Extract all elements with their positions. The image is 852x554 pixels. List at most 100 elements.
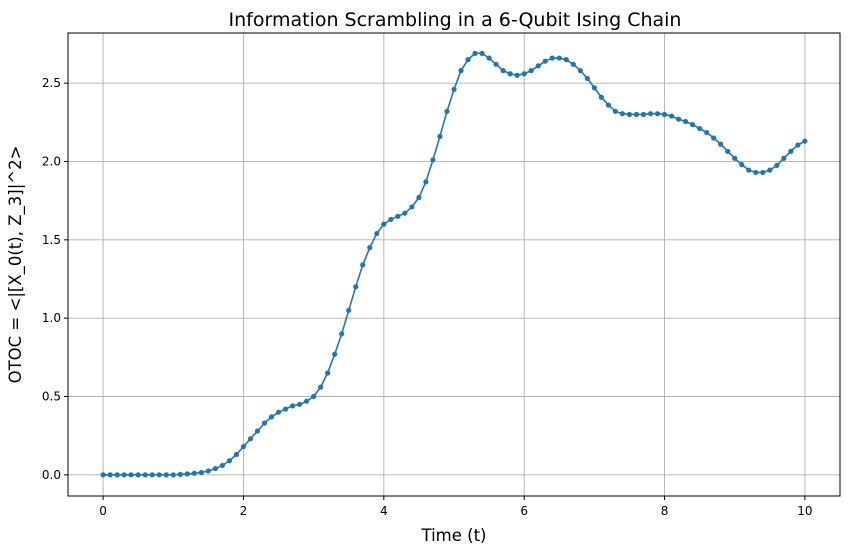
data-point [500, 68, 506, 74]
data-point [402, 210, 408, 216]
data-point [451, 86, 457, 93]
data-point [282, 406, 289, 412]
data-point [388, 216, 394, 223]
data-point [318, 384, 324, 390]
data-point [247, 436, 254, 442]
data-point [409, 204, 415, 210]
data-point [465, 57, 471, 63]
data-point [114, 472, 120, 478]
data-point [640, 111, 647, 118]
data-point [128, 472, 134, 478]
data-point [233, 451, 240, 458]
data-point [381, 221, 387, 227]
data-point [149, 472, 155, 478]
data-point [795, 142, 801, 148]
x-tick-label: 4 [380, 504, 388, 518]
data-point [423, 179, 429, 185]
data-point [353, 284, 359, 290]
data-point [254, 428, 261, 434]
x-tick-label: 0 [99, 504, 107, 518]
data-point [654, 111, 661, 117]
data-point [626, 111, 633, 118]
y-tick-label: 0.5 [42, 390, 61, 404]
data-point [535, 63, 541, 69]
data-point [605, 102, 612, 108]
data-point [170, 472, 176, 478]
data-point [163, 472, 169, 478]
data-point [437, 133, 443, 140]
data-point [486, 55, 492, 61]
data-point [514, 72, 520, 78]
data-point [156, 472, 162, 478]
data-point [444, 108, 450, 114]
data-point [416, 194, 422, 201]
x-tick-label: 8 [661, 504, 669, 518]
data-point [493, 61, 499, 67]
data-point [395, 213, 401, 219]
data-point [100, 472, 106, 478]
data-point [781, 155, 787, 161]
data-point [718, 141, 724, 147]
data-point [746, 167, 752, 173]
data-point [135, 472, 141, 478]
data-point [549, 55, 555, 61]
data-point [289, 403, 296, 409]
data-point [542, 58, 548, 64]
data-point [177, 471, 183, 477]
y-tick-label: 1.0 [42, 311, 61, 325]
data-point [788, 148, 794, 154]
grid-lines [68, 33, 840, 496]
x-tick-label: 6 [520, 504, 528, 518]
data-point [760, 169, 766, 176]
data-point [219, 462, 225, 469]
data-point [205, 468, 211, 474]
data-point [591, 85, 597, 91]
data-point [339, 331, 345, 337]
data-point [142, 472, 148, 478]
data-point [240, 444, 247, 450]
data-point [191, 470, 197, 476]
data-point [360, 262, 366, 268]
y-axis-label: OTOC = <|[X_0(t), Z_3]|^2> [6, 146, 26, 384]
data-point [268, 414, 275, 420]
data-point [753, 169, 759, 176]
data-point [507, 71, 513, 77]
data-point [528, 68, 534, 74]
data-point [325, 370, 331, 376]
data-point [479, 50, 485, 56]
x-tick-label: 2 [240, 504, 248, 518]
data-point [683, 118, 689, 125]
x-axis-label: Time (t) [421, 526, 487, 545]
data-point [577, 68, 583, 74]
data-point [430, 157, 436, 163]
data-point [198, 469, 204, 476]
data-point [304, 398, 310, 404]
data-point [668, 113, 675, 119]
data-point [212, 465, 218, 472]
data-point [107, 472, 113, 478]
data-point [598, 94, 604, 100]
data-point [472, 50, 478, 56]
data-point [739, 162, 745, 168]
data-point [690, 122, 696, 128]
data-point [261, 420, 268, 426]
data-point [184, 471, 190, 477]
data-point [711, 135, 717, 141]
data-point [661, 111, 668, 118]
data-point [367, 245, 373, 251]
y-tick-label: 2.0 [42, 154, 61, 168]
series-layer [100, 50, 808, 478]
data-point [332, 351, 338, 357]
data-point [647, 111, 654, 117]
x-tick-label: 10 [797, 504, 812, 518]
data-point [275, 409, 282, 415]
data-point [563, 57, 569, 63]
data-point [346, 307, 352, 313]
data-point [226, 458, 233, 464]
data-point [556, 55, 562, 61]
data-point [612, 108, 619, 114]
data-point [704, 129, 710, 136]
data-point [767, 167, 773, 173]
